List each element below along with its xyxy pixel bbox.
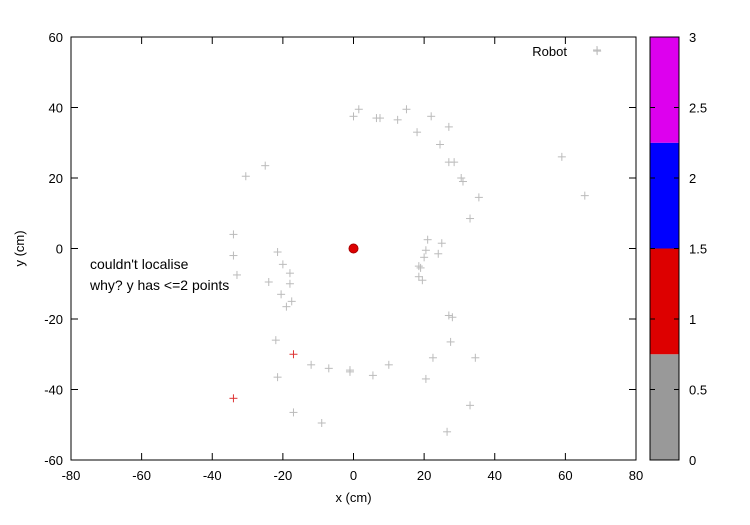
- data-point: [375, 114, 384, 123]
- annotation-why-y-points: why? y has <=2 points: [89, 277, 229, 293]
- data-point: [402, 105, 411, 114]
- x-axis-label: x (cm): [335, 490, 371, 505]
- y-tick-label: 40: [49, 101, 63, 116]
- colorbar-tick-label: 0: [689, 453, 696, 468]
- data-point: [580, 191, 589, 200]
- colorbar-tick-label: 0.5: [689, 383, 707, 398]
- x-tick-label: 0: [350, 468, 357, 483]
- data-point: [414, 262, 423, 271]
- data-point: [232, 270, 241, 279]
- data-point: [324, 364, 333, 373]
- data-point: [437, 239, 446, 248]
- data-point: [414, 272, 423, 281]
- y-axis-label: y (cm): [12, 230, 27, 266]
- legend-marker-plus: [593, 46, 601, 54]
- y-tick-label: 20: [49, 171, 63, 186]
- data-point: [307, 360, 316, 369]
- colorbar-tick-label: 2.5: [689, 101, 707, 116]
- legend-marker-robot: [593, 46, 601, 54]
- data-point: [261, 161, 270, 170]
- data-point: [413, 128, 422, 137]
- data-point: [273, 373, 282, 382]
- data-point: [421, 374, 430, 383]
- data-point: [287, 297, 296, 306]
- colorbar-tick-label: 3: [689, 30, 696, 45]
- data-point: [557, 152, 566, 161]
- data-point: [229, 230, 238, 239]
- data-point: [273, 248, 282, 257]
- highlighted-point: [229, 394, 238, 403]
- data-point: [466, 214, 475, 223]
- robot-marker: [348, 243, 359, 254]
- data-point: [443, 427, 452, 436]
- colorbar-tick-label: 1: [689, 312, 696, 327]
- data-point: [241, 172, 250, 181]
- data-point: [278, 260, 287, 269]
- x-tick-label: -80: [62, 468, 81, 483]
- data-point: [450, 158, 459, 167]
- data-point: [446, 337, 455, 346]
- x-tick-label: 40: [488, 468, 502, 483]
- y-tick-label: -20: [44, 312, 63, 327]
- colorbar-tick-label: 2: [689, 171, 696, 186]
- data-point: [277, 290, 286, 299]
- colorbar-tick-label: 1.5: [689, 242, 707, 257]
- data-point: [285, 269, 294, 278]
- y-tick-label: 0: [56, 242, 63, 257]
- data-point: [436, 140, 445, 149]
- data-point: [471, 353, 480, 362]
- data-point: [345, 367, 354, 376]
- y-tick-label: 60: [49, 30, 63, 45]
- x-tick-label: 60: [558, 468, 572, 483]
- annotation-couldnt-localise: couldn't localise: [90, 256, 189, 272]
- legend: Robot: [532, 44, 601, 59]
- data-point: [282, 302, 291, 311]
- data-point: [393, 115, 402, 124]
- data-point: [423, 235, 432, 244]
- data-point: [317, 418, 326, 427]
- data-point: [428, 353, 437, 362]
- data-point: [466, 401, 475, 410]
- data-point: [444, 311, 453, 320]
- data-point: [427, 112, 436, 121]
- data-point: [271, 336, 280, 345]
- data-point: [289, 408, 298, 417]
- data-point: [229, 251, 238, 260]
- marks-layer: [229, 47, 602, 436]
- data-point: [354, 105, 363, 114]
- x-tick-label: -40: [203, 468, 222, 483]
- data-point: [448, 313, 457, 322]
- data-point: [416, 263, 425, 272]
- colorbar-band: [650, 142, 679, 249]
- highlighted-point: [289, 350, 298, 359]
- y-tick-label: -60: [44, 453, 63, 468]
- data-point: [264, 277, 273, 286]
- data-point: [418, 276, 427, 285]
- data-point: [285, 279, 294, 288]
- data-point: [458, 177, 467, 186]
- x-tick-label: 20: [417, 468, 431, 483]
- data-point: [368, 371, 377, 380]
- data-point: [457, 174, 466, 182]
- colorbar-band: [650, 248, 679, 355]
- data-point: [421, 246, 430, 255]
- colorbar: 0 0.5 1 1.5 2 2.5 3: [649, 30, 707, 468]
- x-tick-label: -20: [273, 468, 292, 483]
- data-point: [444, 122, 453, 131]
- legend-entry-robot: Robot: [532, 44, 567, 59]
- data-point: [349, 112, 358, 121]
- data-point: [420, 253, 429, 262]
- colorbar-band: [650, 354, 679, 460]
- x-tick-label: 80: [629, 468, 643, 483]
- data-point: [474, 193, 483, 202]
- data-point: [434, 249, 443, 258]
- data-point: [384, 360, 393, 369]
- y-tick-label: -40: [44, 383, 63, 398]
- x-tick-label: -60: [132, 468, 151, 483]
- colorbar-band: [650, 37, 679, 143]
